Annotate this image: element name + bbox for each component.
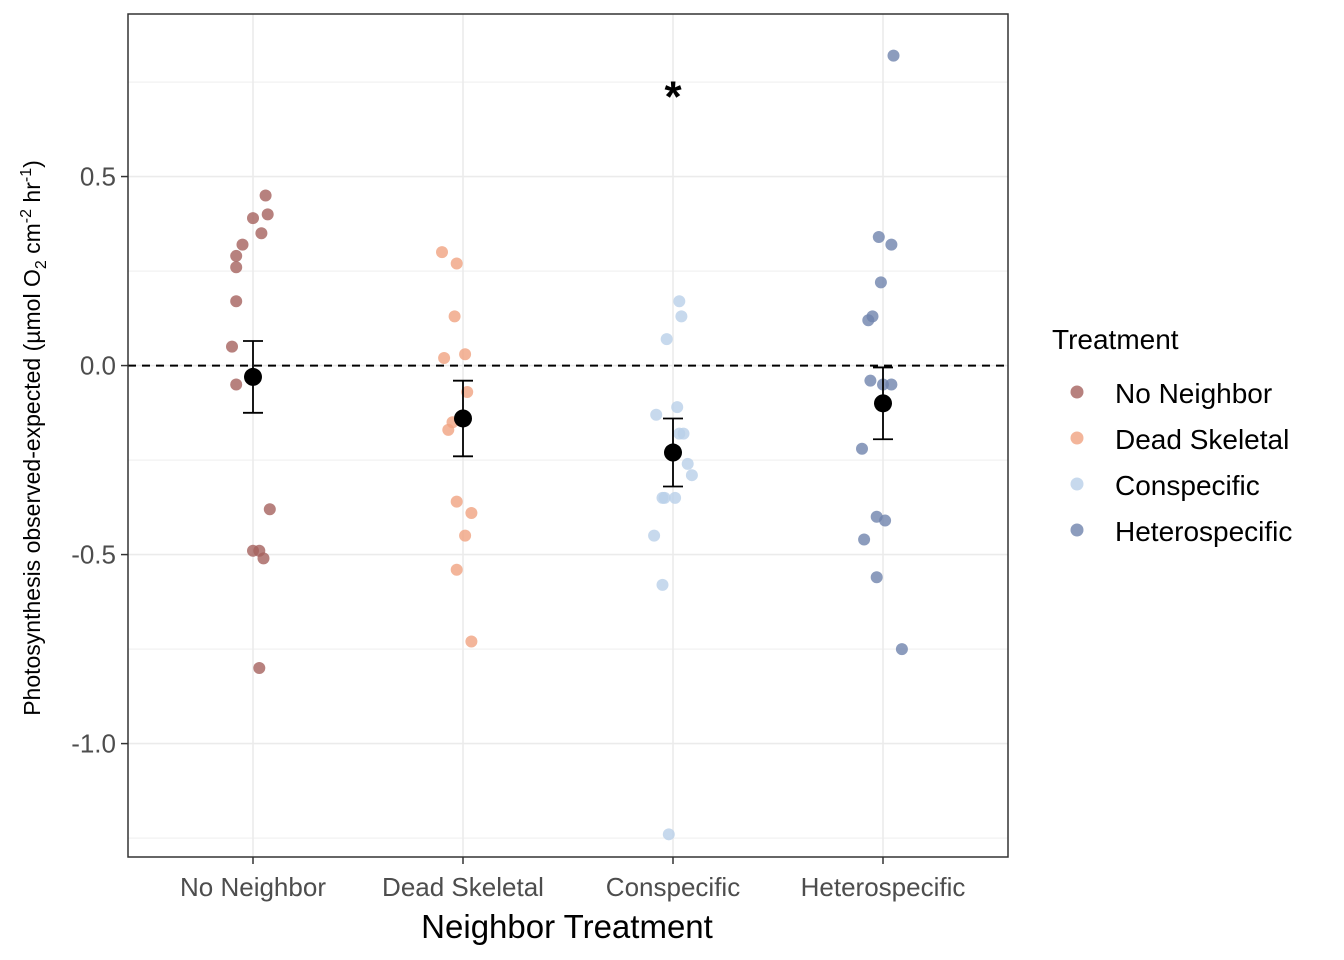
y-tick-label: -1.0 (71, 729, 116, 759)
data-point (658, 491, 671, 504)
data-point (226, 340, 238, 353)
data-point (862, 314, 875, 327)
x-tick-label: No Neighbor (180, 872, 326, 902)
data-point (465, 635, 478, 648)
x-axis-title: Neighbor Treatment (421, 908, 713, 945)
y-tick-label: 0.5 (80, 162, 116, 192)
data-point (230, 249, 243, 262)
data-point (864, 374, 877, 387)
data-point (442, 423, 455, 436)
data-point (257, 552, 270, 565)
data-point (885, 378, 898, 391)
mean-se-summary (243, 340, 893, 488)
legend-key (1070, 385, 1084, 399)
mean-point (874, 394, 892, 413)
data-point (675, 310, 688, 323)
data-point (459, 348, 472, 361)
x-tick-label: Heterospecific (801, 872, 966, 902)
y-axis-title-prefix: Photosynthesis observed-expected (µmol O (19, 269, 45, 716)
legend-key (1070, 477, 1084, 491)
data-point (656, 578, 669, 591)
mean-point (244, 367, 262, 386)
y-axis-title-sup2: -1 (18, 168, 35, 182)
y-tick-label: 0.0 (80, 351, 116, 381)
data-point (872, 231, 885, 244)
data-point (465, 506, 478, 519)
data-point (648, 529, 661, 542)
y-axis-title-sup1: -2 (18, 209, 35, 223)
legend-label: Dead Skeletal (1115, 424, 1289, 455)
gridlines (128, 14, 1008, 857)
data-point (660, 333, 673, 346)
data-point (253, 661, 266, 674)
mean-point (454, 409, 472, 428)
data-point (459, 529, 472, 542)
y-axis-title-suffix: ) (19, 160, 45, 168)
data-point (438, 352, 451, 365)
legend-label: Conspecific (1115, 470, 1260, 501)
data-point (662, 828, 675, 841)
data-point (247, 212, 259, 225)
data-point (870, 571, 883, 584)
data-point (259, 189, 272, 202)
legend-label: Heterospecific (1115, 516, 1292, 547)
data-point (448, 310, 461, 323)
legend-label: No Neighbor (1115, 378, 1272, 409)
data-point (858, 533, 871, 546)
data-point (236, 238, 249, 251)
significance-annotation: * (664, 73, 682, 122)
data-point (685, 469, 698, 482)
legend-key (1070, 523, 1084, 537)
data-point (681, 457, 694, 470)
legend: Treatment No Neighbor Dead Skeletal Conspe… (1052, 324, 1292, 547)
data-point (673, 295, 686, 308)
data-point (230, 295, 243, 308)
data-point (669, 491, 682, 504)
data-point (895, 643, 908, 656)
x-tick-label: Conspecific (606, 872, 740, 902)
data-point (261, 208, 274, 221)
data-points (226, 49, 908, 841)
y-axis-ticks: -1.0 -0.5 0.0 0.5 (71, 162, 128, 759)
data-point (677, 427, 690, 440)
panel-border (127, 13, 1009, 858)
y-axis-title-mid2: hr (19, 182, 45, 209)
y-axis-title-mid: cm (19, 223, 45, 260)
data-point (230, 261, 243, 274)
data-point (887, 49, 900, 62)
data-point (263, 503, 276, 516)
mean-point (664, 443, 682, 462)
y-axis-title-sub: 2 (33, 260, 50, 269)
data-point (650, 408, 663, 421)
x-tick-label: Dead Skeletal (382, 872, 544, 902)
x-axis-ticks: No Neighbor Dead Skeletal Conspecific Heter… (180, 857, 965, 902)
data-point (450, 563, 463, 576)
legend-key (1070, 431, 1084, 445)
data-point (450, 257, 463, 270)
data-point (885, 238, 898, 251)
data-point (255, 227, 268, 240)
data-point (879, 514, 892, 527)
data-point (874, 276, 887, 289)
data-point (461, 386, 474, 399)
y-tick-label: -0.5 (71, 540, 116, 570)
data-point (450, 495, 463, 508)
data-point (856, 442, 868, 455)
data-point (436, 246, 448, 259)
data-point (230, 378, 243, 391)
data-point (671, 401, 684, 414)
y-axis-title: Photosynthesis observed-expected (µmol O… (18, 160, 50, 716)
legend-title: Treatment (1052, 324, 1179, 355)
